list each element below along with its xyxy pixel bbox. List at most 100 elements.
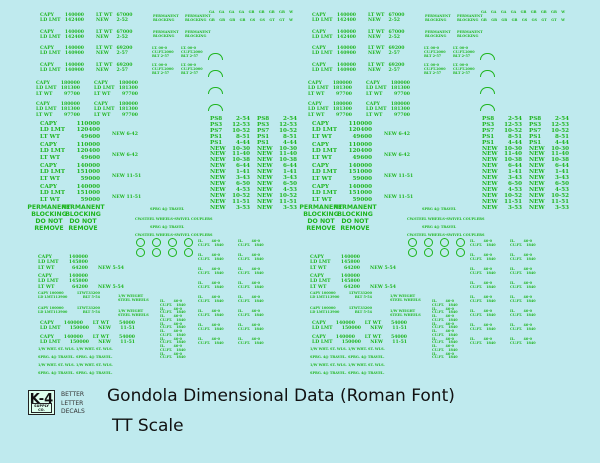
decal-text: IL. <box>432 321 438 326</box>
decal-line: IL. 46-0 <box>198 337 220 342</box>
decal-line: CAPY 110000 <box>312 121 372 127</box>
decal-text: 46-0 <box>483 281 493 285</box>
decal-line: LD LMT113900 BLT 5-54 <box>310 295 372 300</box>
decal-text: BLOCKING <box>457 33 479 38</box>
decal-text: 54000 <box>119 335 135 340</box>
decal-line: SPRG 4@ TRAVEL <box>150 207 184 212</box>
decal-block: GB GB GB GB GS GS GT GT W <box>209 18 293 23</box>
decal-text: 46-0 <box>445 351 455 356</box>
decal-line: NEW 6-44 <box>529 163 569 169</box>
decal-text: BLT 2-57 <box>181 70 199 75</box>
decal-text: GB <box>229 18 236 22</box>
decal-line: CAPY 140000 <box>40 63 84 68</box>
decal-text: CU.FT. <box>432 302 445 307</box>
decal-line: CAPY 180000 <box>366 102 410 107</box>
decal-text: 6-50 <box>283 180 297 187</box>
decal-text: 46-0 <box>523 309 533 313</box>
decal-line: LD LMT 150000 NEW 11-51 <box>312 340 407 345</box>
decal-text: LT. 00-0 <box>453 63 469 67</box>
decal-line: IL. 46-0 <box>432 329 454 334</box>
decal-line: CU.FT. 1840 <box>470 299 496 304</box>
decal-text: NEW 6-42 <box>112 132 138 137</box>
decal-text: CAPY <box>312 184 329 190</box>
decal-text: GB <box>551 10 557 14</box>
decal-text: BLT 2-57 <box>152 70 170 75</box>
decal-text: IL. <box>510 267 516 271</box>
decal-block: LT. 00-0 CU.FT.2000 BLT 2-57 <box>453 63 475 76</box>
decal-line: LT WT 69200 <box>96 63 132 68</box>
decal-line: LT WT 69200 <box>96 46 132 51</box>
decal-text: 4-53 <box>236 186 250 193</box>
decal-text: 46-0 <box>251 309 261 313</box>
decal-block: NEW 6-42 <box>112 132 138 137</box>
capacity-entry: IL. 46-0 CU.FT. 1840 <box>238 323 264 332</box>
decal-line: CU.FT. 1840 <box>198 243 224 248</box>
decal-line: CAPY 180000 <box>308 102 352 107</box>
capacity-entry: IL. 46-0 CU.FT. 1840 <box>238 281 264 290</box>
decal-text: 11-51 <box>504 198 522 205</box>
decal-text: NEW <box>257 186 273 193</box>
decal-text: 6-50 <box>508 180 522 187</box>
decal-block: NEW 11-51 <box>384 195 413 200</box>
decal-line: NEW 5-54 <box>370 266 396 271</box>
decal-line: IL. 46-0 <box>238 323 260 328</box>
decal-text: CU.FT. <box>238 256 251 261</box>
decal-line: CAPY 140000 <box>310 274 360 279</box>
decal-text: LD LMT <box>312 340 333 346</box>
decal-text: LT WT <box>96 13 113 18</box>
decal-line: NEW 10-52 <box>482 193 522 199</box>
decal-line: CAPY 110000 <box>40 142 100 148</box>
decal-line: IL. 46-0 <box>160 329 182 334</box>
decal-line: CAPY 100000 LTWT33200 <box>310 306 372 311</box>
capacity-entry: IL. 46-0 CU.FT. 1840 <box>510 323 536 332</box>
decal-text: NEW <box>210 192 226 199</box>
decal-text: LD LMT <box>312 148 338 155</box>
decal-text: GB <box>258 10 265 14</box>
decal-text: 1840 <box>486 312 496 317</box>
decal-text: CAPY <box>312 13 326 18</box>
decal-text: NEW <box>368 51 381 57</box>
decal-line: CU.FT.2000 <box>152 50 174 55</box>
decal-line: CU.FT. 1840 <box>238 256 264 262</box>
reweigh-entry: NEW 3-53 <box>210 205 250 211</box>
reweigh-entry: PS1 8-51 <box>257 134 297 140</box>
reweigh-entry: PS7 10-52 <box>529 128 569 134</box>
decal-text: 1840 <box>254 242 264 247</box>
decal-text: BLT 2-57 <box>453 70 471 75</box>
decal-text: 1/W WHT. ST. WLS. <box>348 363 385 367</box>
decal-text: LTWT33200 <box>77 291 100 295</box>
decal-line: LD LMT 181300 <box>94 86 138 91</box>
decal-block: LT. 00-0 CU.FT.2000 BLT 2-57 <box>424 46 446 59</box>
decal-text: 140000 <box>348 163 372 169</box>
decal-text: 1840 <box>526 298 536 303</box>
decal-text: 1840 <box>448 332 458 337</box>
decal-text: CU.FT. <box>432 325 445 330</box>
decal-text: 140000 <box>68 274 88 279</box>
reweigh-entry: PS3 12-53 <box>210 122 250 128</box>
decal-block: NEW 6-42 <box>112 153 138 158</box>
decal-text: CAPY 100000 <box>38 306 64 310</box>
decal-text: 10-52 <box>279 192 297 199</box>
decal-line: CU.FT. 1840 <box>198 313 224 318</box>
reweigh-entry: PS1 8-51 <box>482 134 522 140</box>
decal-text: NEW <box>98 340 112 346</box>
decal-text: PS1 <box>210 139 223 146</box>
decal-text: PS1 <box>529 139 542 146</box>
decal-line: PS3 12-53 <box>210 122 250 128</box>
decal-text: 1840 <box>176 302 186 307</box>
decal-line: NEW 11-51 <box>257 199 297 205</box>
decal-text: 46-0 <box>251 239 261 243</box>
decal-text: 110000 <box>76 121 100 127</box>
decal-line: NEW 10-52 <box>210 193 250 199</box>
decal-line: SPRG. 4@ TRAVEL. <box>310 355 346 360</box>
decal-text: BLT 5-54 <box>354 309 372 314</box>
decal-text: 59000 <box>352 175 372 182</box>
reweigh-entry: NEW 4-53 <box>529 187 569 193</box>
reweigh-entry: NEW 10-30 <box>482 146 522 152</box>
decal-text: NEW <box>96 18 109 24</box>
decal-line: LD LMT 142400 <box>40 18 84 23</box>
reweigh-entry: NEW 11-51 <box>257 199 297 205</box>
decal-line: 1/W WHT. ST. WLS. <box>310 347 347 352</box>
decal-text: 1-41 <box>555 169 569 176</box>
decal-block: 1/W WHT. ST. WLS. <box>310 363 347 368</box>
